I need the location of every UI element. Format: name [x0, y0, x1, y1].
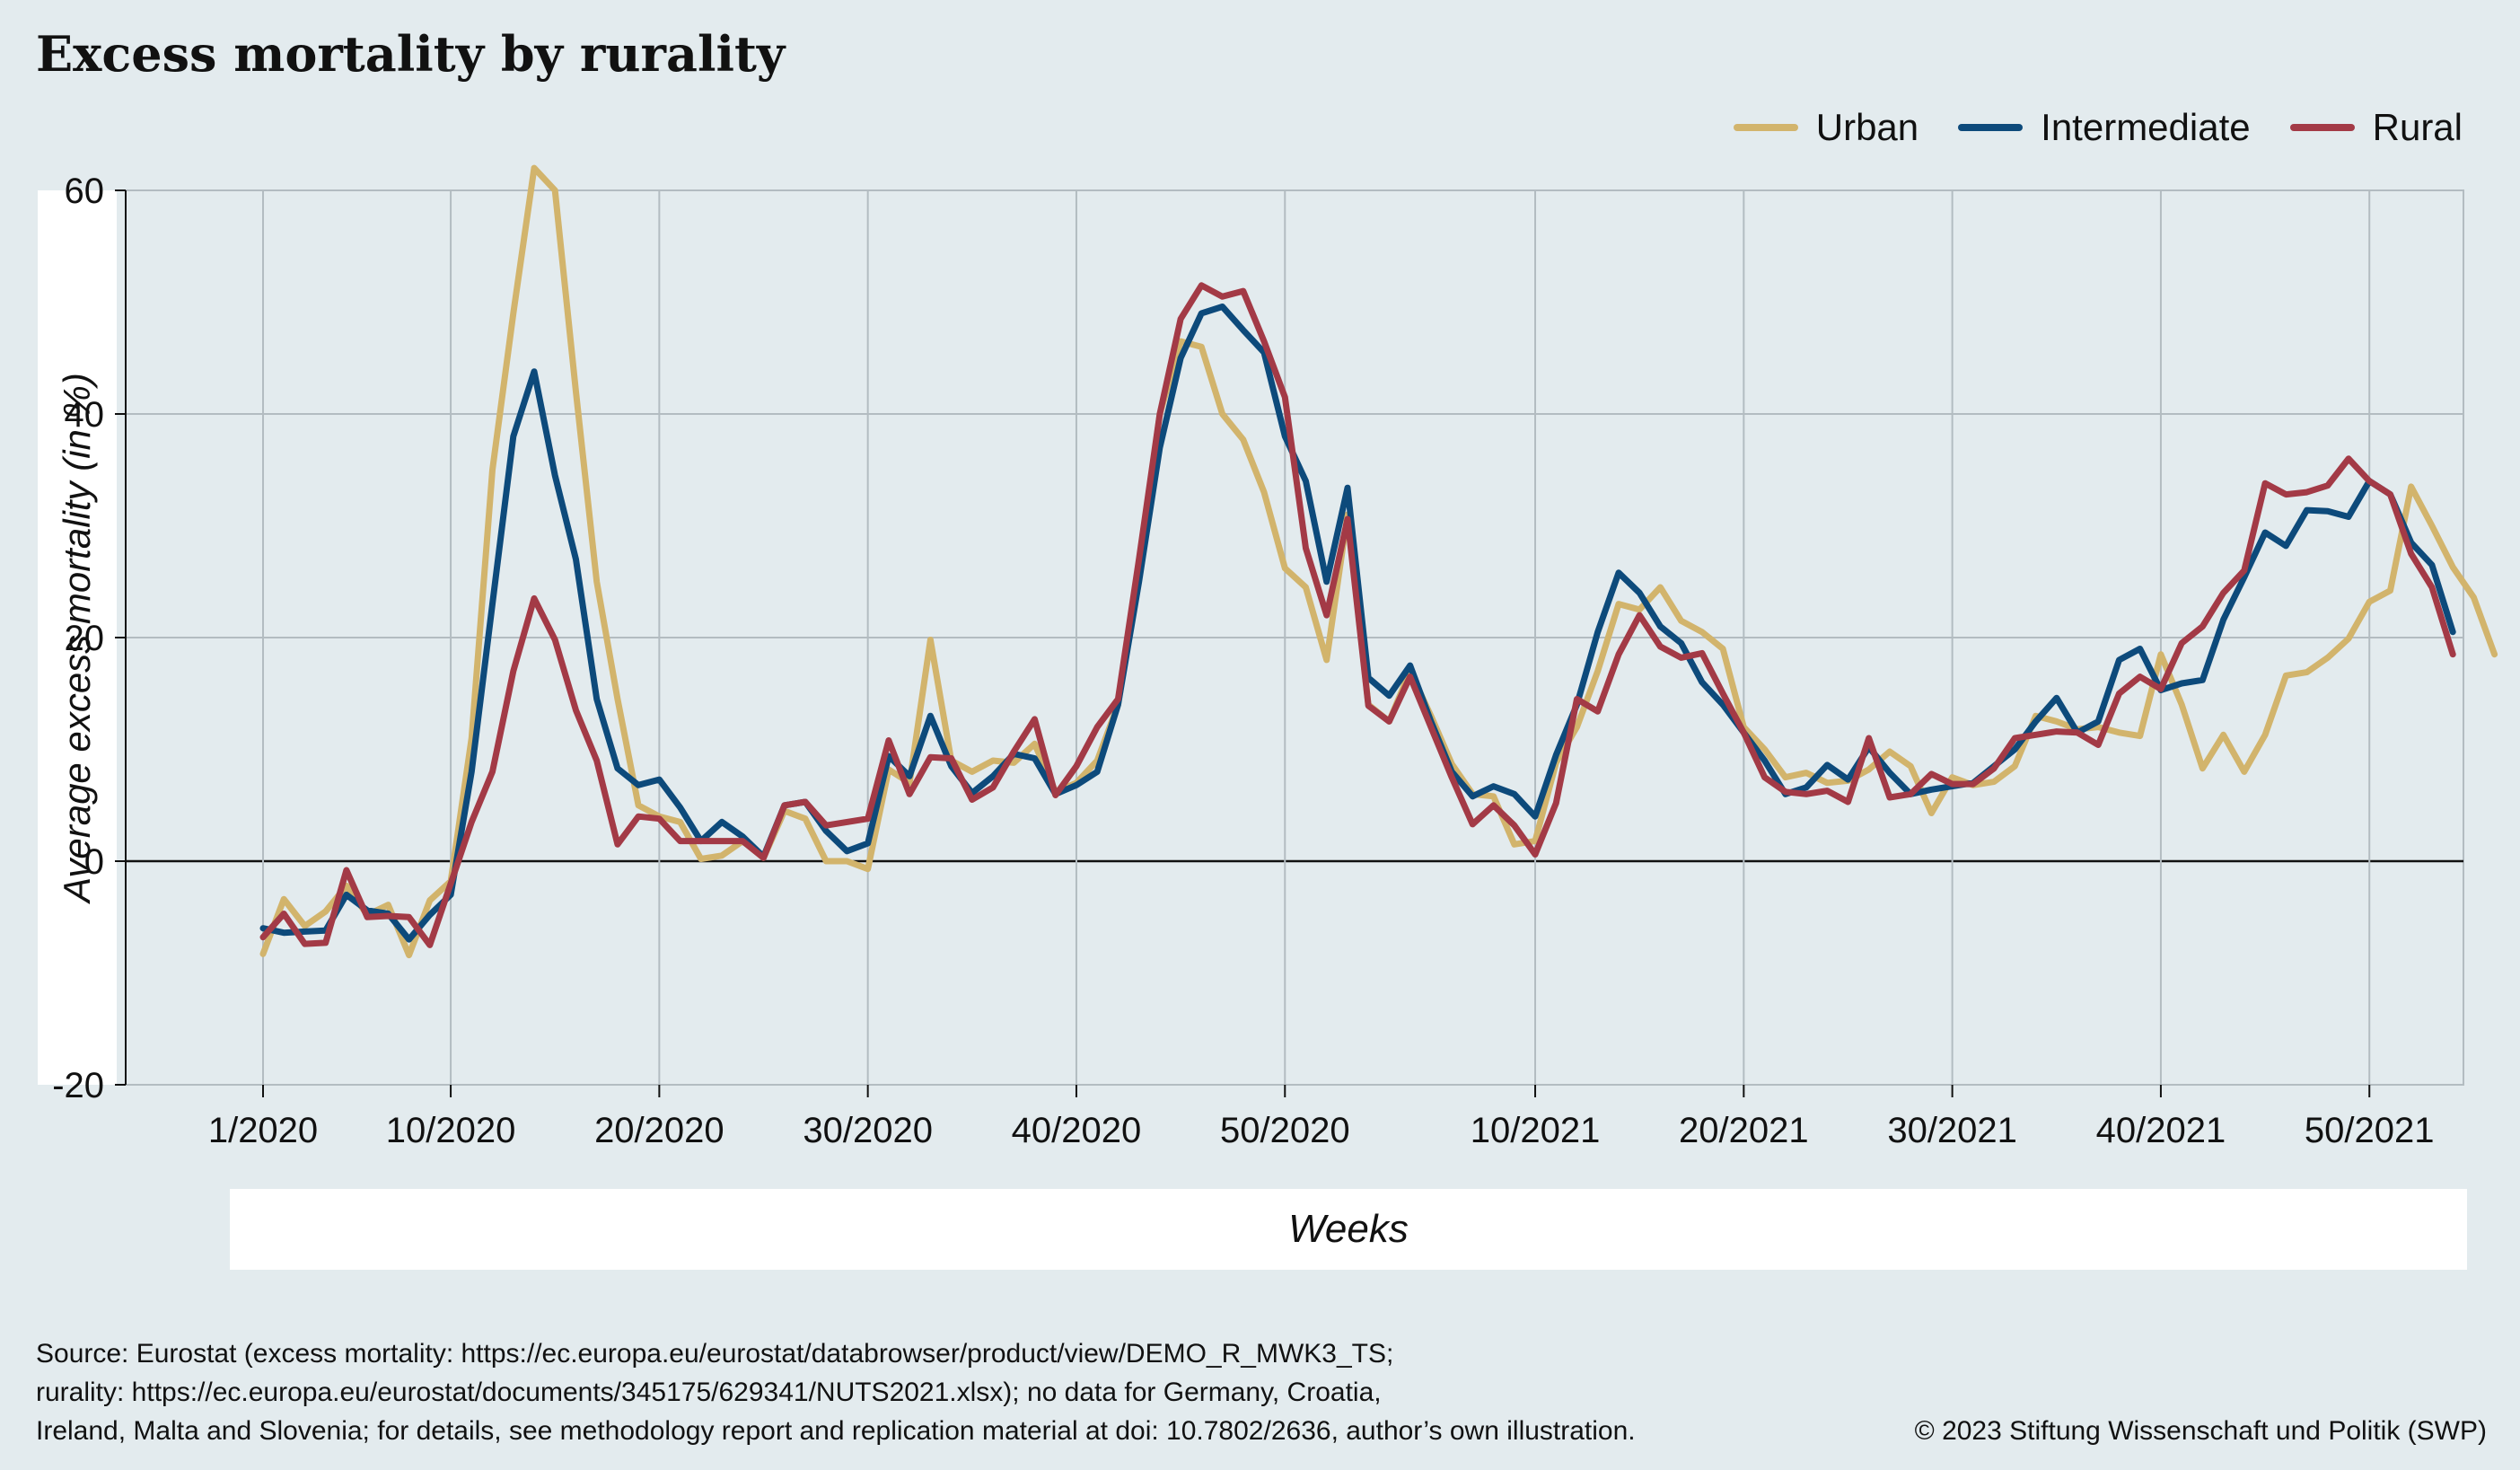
legend-item-urban: Urban — [1733, 106, 1919, 149]
legend: Urban Intermediate Rural — [1733, 106, 2463, 149]
x-tick-label: 1/2020 — [208, 1111, 318, 1150]
x-tick-label: 40/2020 — [1012, 1111, 1142, 1150]
x-tick-label: 10/2021 — [1471, 1111, 1601, 1150]
x-tick-label: 50/2021 — [2305, 1111, 2435, 1150]
legend-label-urban: Urban — [1815, 106, 1919, 148]
copyright-note: © 2023 Stiftung Wissenschaft und Politik… — [1914, 1416, 2487, 1446]
legend-item-intermediate: Intermediate — [1958, 106, 2251, 149]
y-tick-label: 60 — [65, 172, 105, 211]
footer: Source: Eurostat (excess mortality: http… — [36, 1334, 2487, 1450]
x-tick-label: 40/2021 — [2096, 1111, 2226, 1150]
source-note-line-2: rurality: https://ec.europa.eu/eurostat/… — [36, 1378, 1382, 1407]
x-tick-label: 20/2020 — [594, 1111, 724, 1150]
x-tick-label: 50/2020 — [1220, 1111, 1350, 1150]
chart-title: Excess mortality by rurality — [36, 25, 786, 83]
y-tick-label: 20 — [65, 619, 105, 658]
x-axis-label: Weeks — [1288, 1207, 1409, 1251]
legend-swatch-rural — [2289, 124, 2355, 131]
x-tick-label: 10/2020 — [386, 1111, 516, 1150]
y-tick-label: 0 — [84, 842, 104, 882]
x-axis-label-panel: Weeks — [230, 1189, 2467, 1270]
source-note-line-1: Source: Eurostat (excess mortality: http… — [36, 1339, 1394, 1369]
source-note-line-3: Ireland, Malta and Slovenia; for details… — [36, 1416, 1636, 1446]
legend-label-rural: Rural — [2372, 106, 2463, 148]
y-axis-label-panel — [38, 190, 117, 1085]
line-chart: 60 40 20 0 -20 1/2020 10/2020 20/2020 30/2020 40/… — [52, 164, 2498, 1150]
series-line-rural — [259, 282, 2456, 948]
x-tick-label: 30/2020 — [803, 1111, 933, 1150]
y-tick-label: -20 — [52, 1066, 104, 1105]
series-line-urban — [259, 164, 2498, 959]
legend-swatch-intermediate — [1958, 124, 2024, 131]
x-tick-label: 20/2021 — [1679, 1111, 1809, 1150]
x-tick-label: 30/2021 — [1887, 1111, 2017, 1150]
legend-swatch-urban — [1733, 124, 1798, 131]
y-tick-label: 40 — [65, 395, 105, 435]
series-line-intermediate — [259, 304, 2456, 943]
legend-item-rural: Rural — [2289, 106, 2463, 149]
legend-label-intermediate: Intermediate — [2041, 106, 2251, 148]
